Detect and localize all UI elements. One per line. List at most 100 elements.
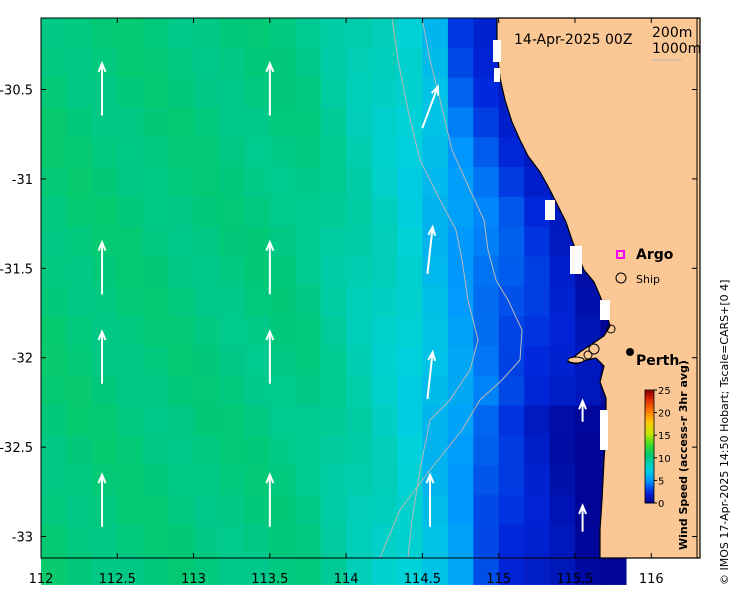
colorbar-segment — [645, 497, 654, 501]
heatmap-cell — [524, 465, 551, 496]
heatmap-cell — [91, 167, 118, 198]
heatmap-cell — [244, 226, 271, 258]
x-tick-label: 112.5 — [99, 572, 136, 587]
wind-vector-arrow — [425, 472, 435, 527]
heatmap-cell — [244, 465, 271, 496]
heatmap-cell — [142, 226, 169, 258]
perth-marker — [626, 348, 634, 356]
colorbar-segment — [645, 483, 654, 487]
heatmap-cell — [371, 465, 398, 496]
heatmap-cell — [91, 196, 118, 228]
colorbar-segment — [645, 415, 654, 419]
colorbar-segment — [645, 466, 654, 470]
heatmap-cell — [142, 18, 169, 49]
heatmap-cell — [142, 286, 169, 317]
wind-vector-arrow — [426, 349, 437, 400]
heatmap-cell — [473, 167, 500, 198]
heatmap-cell — [447, 524, 474, 556]
x-tick-label: 113.5 — [251, 572, 288, 587]
heatmap-cell — [295, 47, 322, 79]
heatmap-cell — [320, 18, 347, 49]
heatmap-cell — [142, 494, 169, 526]
heatmap-cell — [269, 196, 296, 228]
heatmap-cell — [244, 375, 271, 407]
heatmap-cell — [575, 405, 602, 436]
heatmap-cell — [41, 18, 68, 49]
heatmap-cell — [346, 494, 373, 526]
heatmap-cell — [422, 226, 449, 258]
heatmap-cell — [91, 554, 118, 585]
heatmap-cell — [422, 47, 449, 79]
heatmap-cell — [320, 345, 347, 377]
heatmap-cell — [117, 286, 144, 317]
heatmap-cell — [117, 494, 144, 526]
heatmap-cell — [269, 256, 296, 287]
heatmap-cell — [549, 405, 576, 436]
heatmap-cell — [91, 345, 118, 377]
heatmap-cell — [66, 465, 93, 496]
heatmap-cell — [168, 256, 195, 287]
heatmap-cell — [397, 167, 424, 198]
heatmap-cell — [41, 256, 68, 287]
heatmap-cell — [371, 47, 398, 79]
heatmap-cell — [498, 375, 525, 407]
heatmap-cell — [269, 435, 296, 466]
wind-vector-arrow — [97, 329, 107, 384]
heatmap-cell — [219, 196, 246, 228]
heatmap-cell — [91, 77, 118, 109]
heatmap-cell — [91, 107, 118, 138]
isobath-1000-label: 1000m — [652, 41, 701, 57]
heatmap-cell — [320, 137, 347, 168]
colorbar-segment — [645, 423, 654, 428]
heatmap-cell — [41, 286, 68, 317]
heatmap-cell — [447, 47, 474, 79]
colorbar-segment — [645, 463, 654, 467]
heatmap-cell — [41, 167, 68, 198]
heatmap-cell — [320, 77, 347, 109]
heatmap-cell — [142, 316, 169, 347]
heatmap-cell — [219, 47, 246, 79]
heatmap-cell — [66, 286, 93, 317]
heatmap-cell — [142, 77, 169, 109]
heatmap-cell — [371, 107, 398, 138]
heatmap-cell — [193, 167, 220, 198]
colorbar-segment — [645, 488, 654, 493]
colorbar-tick-label: 25 — [658, 386, 671, 397]
heatmap-cell — [473, 524, 500, 556]
heatmap-cell — [244, 137, 271, 168]
heatmap-cell — [549, 286, 576, 317]
wind-vector-arrow — [97, 60, 107, 116]
heatmap-cell — [498, 316, 525, 347]
heatmap-cell — [244, 494, 271, 526]
heatmap-cell — [371, 405, 398, 436]
heatmap-cell — [346, 465, 373, 496]
heatmap-cell — [473, 405, 500, 436]
colorbar-segment — [645, 443, 654, 447]
heatmap-cell — [142, 47, 169, 79]
heatmap-cell — [66, 226, 93, 258]
heatmap-cell — [422, 18, 449, 49]
heatmap-cell — [168, 286, 195, 317]
heatmap-cell — [524, 375, 551, 407]
heatmap-cell — [41, 77, 68, 109]
heatmap-cell — [295, 137, 322, 168]
heatmap-cell — [244, 316, 271, 347]
heatmap-cell — [117, 405, 144, 436]
heatmap-cell — [269, 494, 296, 526]
heatmap-cell — [142, 405, 169, 436]
heatmap-cell — [41, 137, 68, 168]
colorbar: 0 5 10 15 20 25 — [644, 386, 671, 510]
heatmap-cell — [447, 465, 474, 496]
heatmap-cell — [269, 554, 296, 585]
heatmap-cell — [371, 316, 398, 347]
heatmap-cell — [600, 554, 627, 585]
isobath-200m — [391, 17, 479, 559]
heatmap-cell — [447, 435, 474, 466]
heatmap-cell — [117, 107, 144, 138]
heatmap-cell — [295, 554, 322, 585]
rottnest-island — [567, 356, 585, 364]
heatmap-cell — [371, 345, 398, 377]
heatmap-cell — [524, 256, 551, 287]
heatmap-cell — [473, 435, 500, 466]
